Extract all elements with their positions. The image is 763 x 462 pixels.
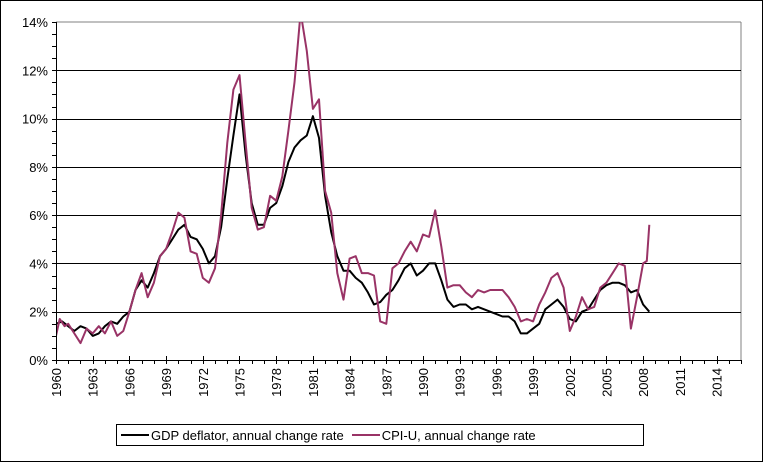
x-tick-label: 1966 <box>122 368 137 397</box>
y-tick-label: 4% <box>29 256 48 271</box>
legend-swatch-cpi-u <box>351 434 380 436</box>
x-tick-label: 1969 <box>159 368 174 397</box>
y-axis-ticks: 0% 2% 4% 6% 8% 10% 12% 14% <box>22 15 56 368</box>
x-tick-label: 2008 <box>636 368 651 397</box>
series-line-cpi-u <box>56 22 651 345</box>
x-tick-label: 1960 <box>49 368 64 397</box>
x-tick-label: 1972 <box>196 368 211 397</box>
plot-area <box>56 21 742 360</box>
x-tick-label: 1993 <box>453 368 468 397</box>
x-tick-label: 1990 <box>416 368 431 397</box>
gridlines <box>56 70 741 313</box>
x-tick-label: 1978 <box>269 368 284 397</box>
x-tick-label: 1987 <box>379 368 394 397</box>
x-tick-label: 2005 <box>599 368 614 397</box>
x-tick-label: 1975 <box>232 368 247 397</box>
legend-label-cpi-u: CPI-U, annual change rate <box>381 427 536 443</box>
legend-swatch-gdp-deflator <box>121 434 149 436</box>
legend-label-gdp-deflator: GDP deflator, annual change rate <box>151 427 344 443</box>
y-tick-label: 8% <box>29 160 48 175</box>
y-tick-label: 12% <box>22 63 48 78</box>
y-tick-label: 0% <box>29 353 48 368</box>
y-tick-label: 2% <box>29 305 48 320</box>
x-tick-label: 1996 <box>489 368 504 397</box>
y-tick-label: 14% <box>22 15 48 30</box>
axes <box>56 22 742 361</box>
x-tick-label: 1984 <box>343 368 358 397</box>
y-tick-label: 10% <box>22 112 48 127</box>
x-tick-label: 2011 <box>673 368 688 396</box>
x-tick-label: 2014 <box>710 368 725 397</box>
series-line-gdp-deflator <box>56 93 651 337</box>
legend-item-gdp-deflator: GDP deflator, annual change rate <box>121 428 344 443</box>
x-axis-ticks: 1960 1963 1966 1969 1972 1975 1978 1981 1984 1987… <box>49 356 742 397</box>
x-tick-label: 2002 <box>563 368 578 397</box>
x-tick-label: 1963 <box>86 368 101 397</box>
x-tick-label: 1999 <box>526 368 541 397</box>
series-lines <box>56 22 651 345</box>
legend: GDP deflator, annual change rate CPI-U, … <box>116 424 644 446</box>
legend-item-cpi-u: CPI-U, annual change rate <box>351 427 536 443</box>
x-tick-label: 1981 <box>306 368 321 397</box>
y-tick-label: 6% <box>29 208 48 223</box>
